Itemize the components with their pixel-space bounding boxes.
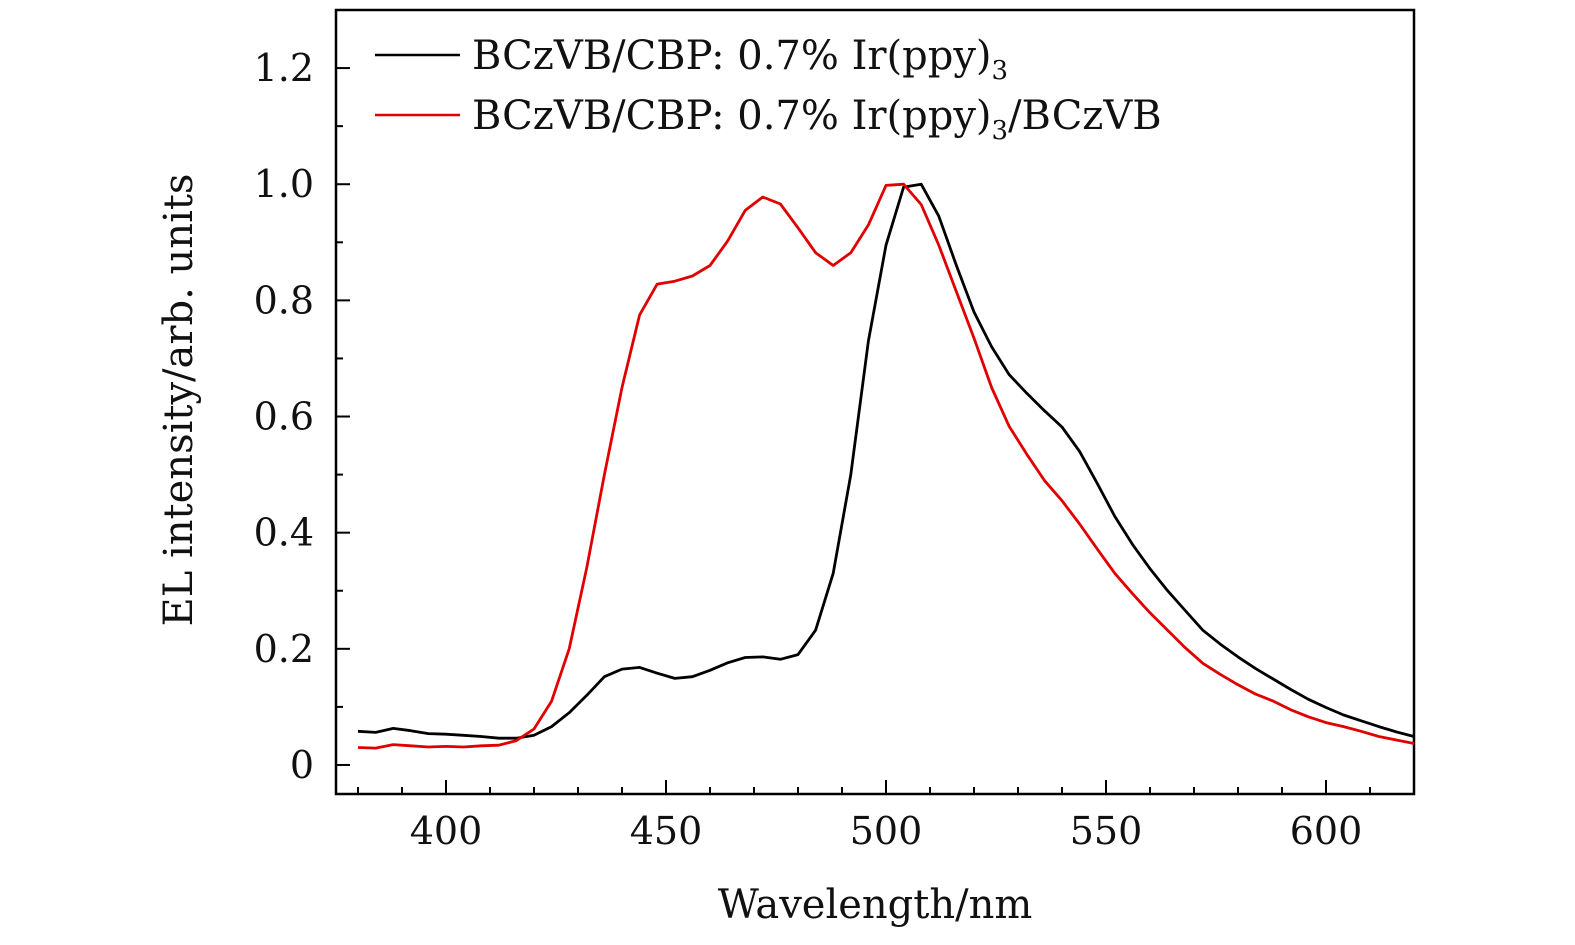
x-tick-label-450: 450 xyxy=(630,809,703,853)
legend-label-red-tail: /BCzVB xyxy=(1008,93,1162,139)
legend: BCzVB/CBP: 0.7% Ir(ppy)3 BCzVB/CBP: 0.7%… xyxy=(375,33,1162,146)
x-axis-title: Wavelength/nm xyxy=(718,882,1033,928)
y-tick-label-0.4: 0.4 xyxy=(254,511,314,555)
y-tick-label-0.8: 0.8 xyxy=(254,278,314,322)
legend-label-red-main: BCzVB/CBP: 0.7% Ir(ppy) xyxy=(472,93,992,139)
series-line-red xyxy=(357,182,1415,750)
y-tick-label-1.2: 1.2 xyxy=(254,46,314,90)
x-tick-label-400: 400 xyxy=(410,809,483,853)
legend-label-red: BCzVB/CBP: 0.7% Ir(ppy)3/BCzVB xyxy=(472,93,1162,146)
y-tick-label-0.2: 0.2 xyxy=(254,627,314,671)
plot-frame xyxy=(334,8,1416,796)
y-tick-label-0.6: 0.6 xyxy=(254,395,314,439)
y-axis-title: EL intensity/arb. units xyxy=(156,174,202,627)
y-ticks: 0 0.2 0.4 0.6 0.8 1.0 1.2 xyxy=(254,46,350,787)
series-line-black xyxy=(357,182,1415,740)
legend-label-black-main: BCzVB/CBP: 0.7% Ir(ppy) xyxy=(472,33,992,79)
legend-label-black: BCzVB/CBP: 0.7% Ir(ppy)3 xyxy=(472,33,1008,86)
y-tick-label-1.0: 1.0 xyxy=(254,162,314,206)
legend-label-black-subscript: 3 xyxy=(992,56,1009,86)
x-ticks: 400 450 500 550 600 xyxy=(357,780,1415,853)
series-lines xyxy=(357,182,1415,750)
x-tick-label-600: 600 xyxy=(1290,809,1363,853)
x-tick-label-550: 550 xyxy=(1070,809,1143,853)
legend-label-red-subscript: 3 xyxy=(992,116,1009,146)
y-tick-label-0: 0 xyxy=(290,743,314,787)
x-tick-label-500: 500 xyxy=(850,809,923,853)
